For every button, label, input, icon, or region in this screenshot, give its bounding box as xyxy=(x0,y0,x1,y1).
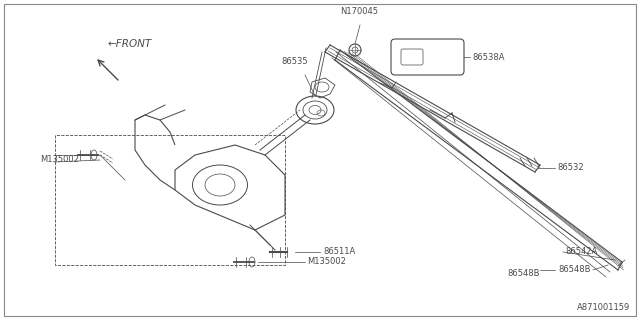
Text: 86548B: 86548B xyxy=(558,266,591,275)
Text: M135002: M135002 xyxy=(307,258,346,267)
Text: 86538A: 86538A xyxy=(472,52,504,61)
FancyBboxPatch shape xyxy=(391,39,464,75)
Text: M135002: M135002 xyxy=(40,156,79,164)
Text: 86511A: 86511A xyxy=(323,247,355,257)
Text: 86532: 86532 xyxy=(557,164,584,172)
Text: ←FRONT: ←FRONT xyxy=(107,39,151,49)
Text: 86535: 86535 xyxy=(282,58,308,67)
Text: N170045: N170045 xyxy=(340,7,378,17)
Text: A871001159: A871001159 xyxy=(577,303,630,312)
Text: 86548B: 86548B xyxy=(508,269,540,278)
FancyBboxPatch shape xyxy=(401,49,423,65)
Text: 86542A: 86542A xyxy=(565,247,597,257)
